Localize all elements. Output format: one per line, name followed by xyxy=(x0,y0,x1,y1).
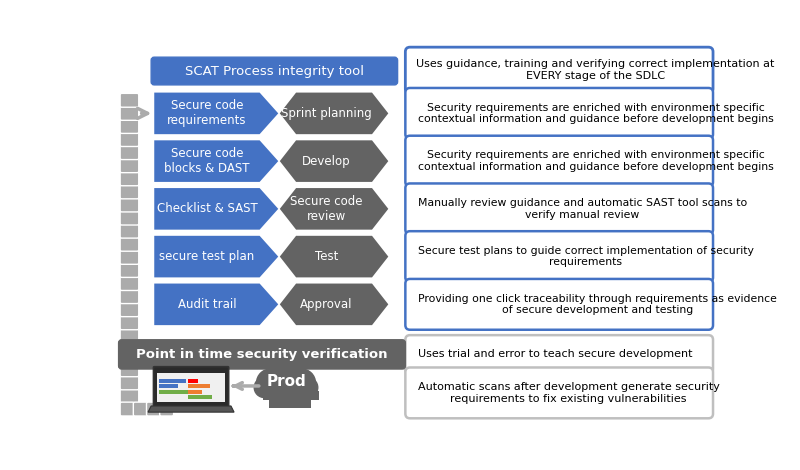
FancyBboxPatch shape xyxy=(120,343,134,357)
Circle shape xyxy=(254,377,274,398)
FancyBboxPatch shape xyxy=(120,277,138,290)
FancyBboxPatch shape xyxy=(118,340,406,369)
Circle shape xyxy=(287,369,315,397)
Circle shape xyxy=(298,377,318,398)
FancyBboxPatch shape xyxy=(406,368,713,418)
FancyBboxPatch shape xyxy=(120,185,138,199)
FancyBboxPatch shape xyxy=(120,363,138,377)
FancyBboxPatch shape xyxy=(146,402,161,416)
Circle shape xyxy=(268,364,291,387)
FancyBboxPatch shape xyxy=(406,279,713,330)
FancyBboxPatch shape xyxy=(120,389,138,403)
Text: Sprint planning: Sprint planning xyxy=(281,107,372,120)
FancyBboxPatch shape xyxy=(120,211,138,225)
FancyBboxPatch shape xyxy=(120,402,138,416)
Text: Checklist & SAST: Checklist & SAST xyxy=(157,203,258,215)
FancyBboxPatch shape xyxy=(120,119,138,133)
Bar xyxy=(262,391,277,400)
FancyBboxPatch shape xyxy=(151,57,398,85)
Text: Approval: Approval xyxy=(300,298,353,311)
FancyBboxPatch shape xyxy=(154,367,229,407)
FancyBboxPatch shape xyxy=(120,350,138,364)
FancyBboxPatch shape xyxy=(146,343,161,357)
FancyBboxPatch shape xyxy=(120,237,138,251)
Bar xyxy=(188,384,210,388)
FancyBboxPatch shape xyxy=(406,231,713,282)
Text: Point in time security verification: Point in time security verification xyxy=(136,348,388,361)
Text: Security requirements are enriched with environment specific
contextual informat: Security requirements are enriched with … xyxy=(418,150,774,172)
Text: Uses trial and error to teach secure development: Uses trial and error to teach secure dev… xyxy=(418,349,692,360)
Bar xyxy=(158,373,225,402)
Text: Uses guidance, training and verifying correct implementation at
EVERY stage of t: Uses guidance, training and verifying co… xyxy=(416,60,774,81)
Text: Prod: Prod xyxy=(266,374,306,389)
Text: Test: Test xyxy=(314,250,338,263)
Bar xyxy=(159,390,190,394)
Circle shape xyxy=(281,364,304,387)
Bar xyxy=(159,384,178,388)
Polygon shape xyxy=(280,93,388,134)
Polygon shape xyxy=(154,141,278,182)
FancyBboxPatch shape xyxy=(160,343,174,357)
FancyBboxPatch shape xyxy=(120,376,138,390)
Text: SCAT Process integrity tool: SCAT Process integrity tool xyxy=(185,64,364,78)
FancyBboxPatch shape xyxy=(134,343,147,357)
Polygon shape xyxy=(280,141,388,182)
Bar xyxy=(305,391,318,400)
FancyBboxPatch shape xyxy=(120,94,138,107)
Bar xyxy=(188,395,211,399)
Text: Secure code
requirements: Secure code requirements xyxy=(167,99,246,127)
FancyBboxPatch shape xyxy=(120,402,134,416)
FancyBboxPatch shape xyxy=(120,106,138,120)
FancyBboxPatch shape xyxy=(406,335,713,374)
Text: Security requirements are enriched with environment specific
contextual informat: Security requirements are enriched with … xyxy=(418,102,774,124)
FancyBboxPatch shape xyxy=(120,303,138,317)
FancyBboxPatch shape xyxy=(120,290,138,304)
FancyBboxPatch shape xyxy=(120,251,138,264)
FancyBboxPatch shape xyxy=(120,159,138,172)
Text: Automatic scans after development generate security
requirements to fix existing: Automatic scans after development genera… xyxy=(418,382,720,404)
Bar xyxy=(269,398,283,407)
FancyBboxPatch shape xyxy=(406,183,713,234)
Bar xyxy=(159,379,186,383)
Polygon shape xyxy=(280,188,388,230)
Text: Secure code
review: Secure code review xyxy=(290,195,362,223)
Bar xyxy=(188,379,198,383)
Bar xyxy=(290,391,305,400)
FancyBboxPatch shape xyxy=(406,47,713,94)
FancyBboxPatch shape xyxy=(120,172,138,186)
FancyBboxPatch shape xyxy=(120,316,138,330)
FancyBboxPatch shape xyxy=(120,198,138,212)
FancyBboxPatch shape xyxy=(120,224,138,238)
Text: Secure test plans to guide correct implementation of security
requirements: Secure test plans to guide correct imple… xyxy=(418,246,754,267)
FancyBboxPatch shape xyxy=(120,329,138,343)
Circle shape xyxy=(269,363,303,397)
Text: Secure code
blocks & DAST: Secure code blocks & DAST xyxy=(164,147,250,175)
FancyBboxPatch shape xyxy=(406,136,713,187)
Bar xyxy=(277,391,290,400)
FancyBboxPatch shape xyxy=(120,340,138,351)
Polygon shape xyxy=(280,236,388,277)
Polygon shape xyxy=(154,93,278,134)
FancyBboxPatch shape xyxy=(160,402,174,416)
Polygon shape xyxy=(280,283,388,325)
Polygon shape xyxy=(154,188,278,230)
Circle shape xyxy=(257,369,285,397)
FancyBboxPatch shape xyxy=(120,264,138,277)
Polygon shape xyxy=(154,283,278,325)
FancyBboxPatch shape xyxy=(406,88,713,139)
FancyBboxPatch shape xyxy=(120,133,138,147)
Text: secure test plan: secure test plan xyxy=(159,250,254,263)
Polygon shape xyxy=(154,236,278,277)
FancyBboxPatch shape xyxy=(134,402,147,416)
Circle shape xyxy=(272,374,300,401)
Bar xyxy=(297,398,310,407)
Text: Audit trail: Audit trail xyxy=(178,298,236,311)
Text: Develop: Develop xyxy=(302,155,350,168)
Polygon shape xyxy=(148,406,234,412)
FancyBboxPatch shape xyxy=(120,146,138,160)
Text: Providing one click traceability through requirements as evidence
of secure deve: Providing one click traceability through… xyxy=(418,294,777,315)
Text: Manually review guidance and automatic SAST tool scans to
verify manual review: Manually review guidance and automatic S… xyxy=(418,198,747,219)
Bar xyxy=(283,398,297,407)
Bar xyxy=(188,390,202,394)
